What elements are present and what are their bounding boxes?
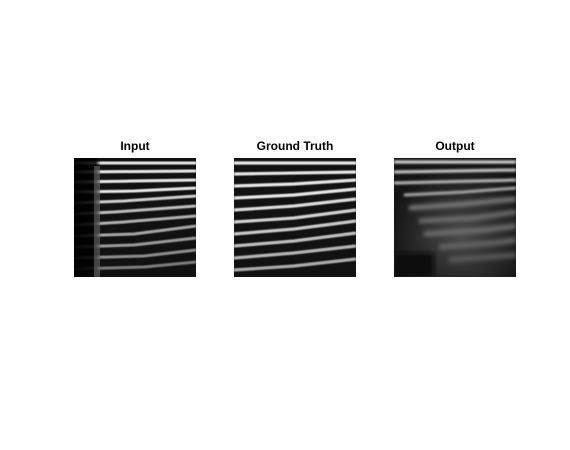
input-image — [74, 158, 196, 277]
input-panel: Input — [74, 139, 196, 277]
output-panel: Output — [394, 139, 516, 277]
output-image — [394, 158, 516, 277]
ground-truth-title: Ground Truth — [256, 139, 334, 153]
ground-truth-image — [234, 158, 356, 277]
ground-truth-panel: Ground Truth — [234, 139, 356, 277]
input-title: Input — [120, 139, 150, 153]
output-title: Output — [435, 139, 475, 153]
